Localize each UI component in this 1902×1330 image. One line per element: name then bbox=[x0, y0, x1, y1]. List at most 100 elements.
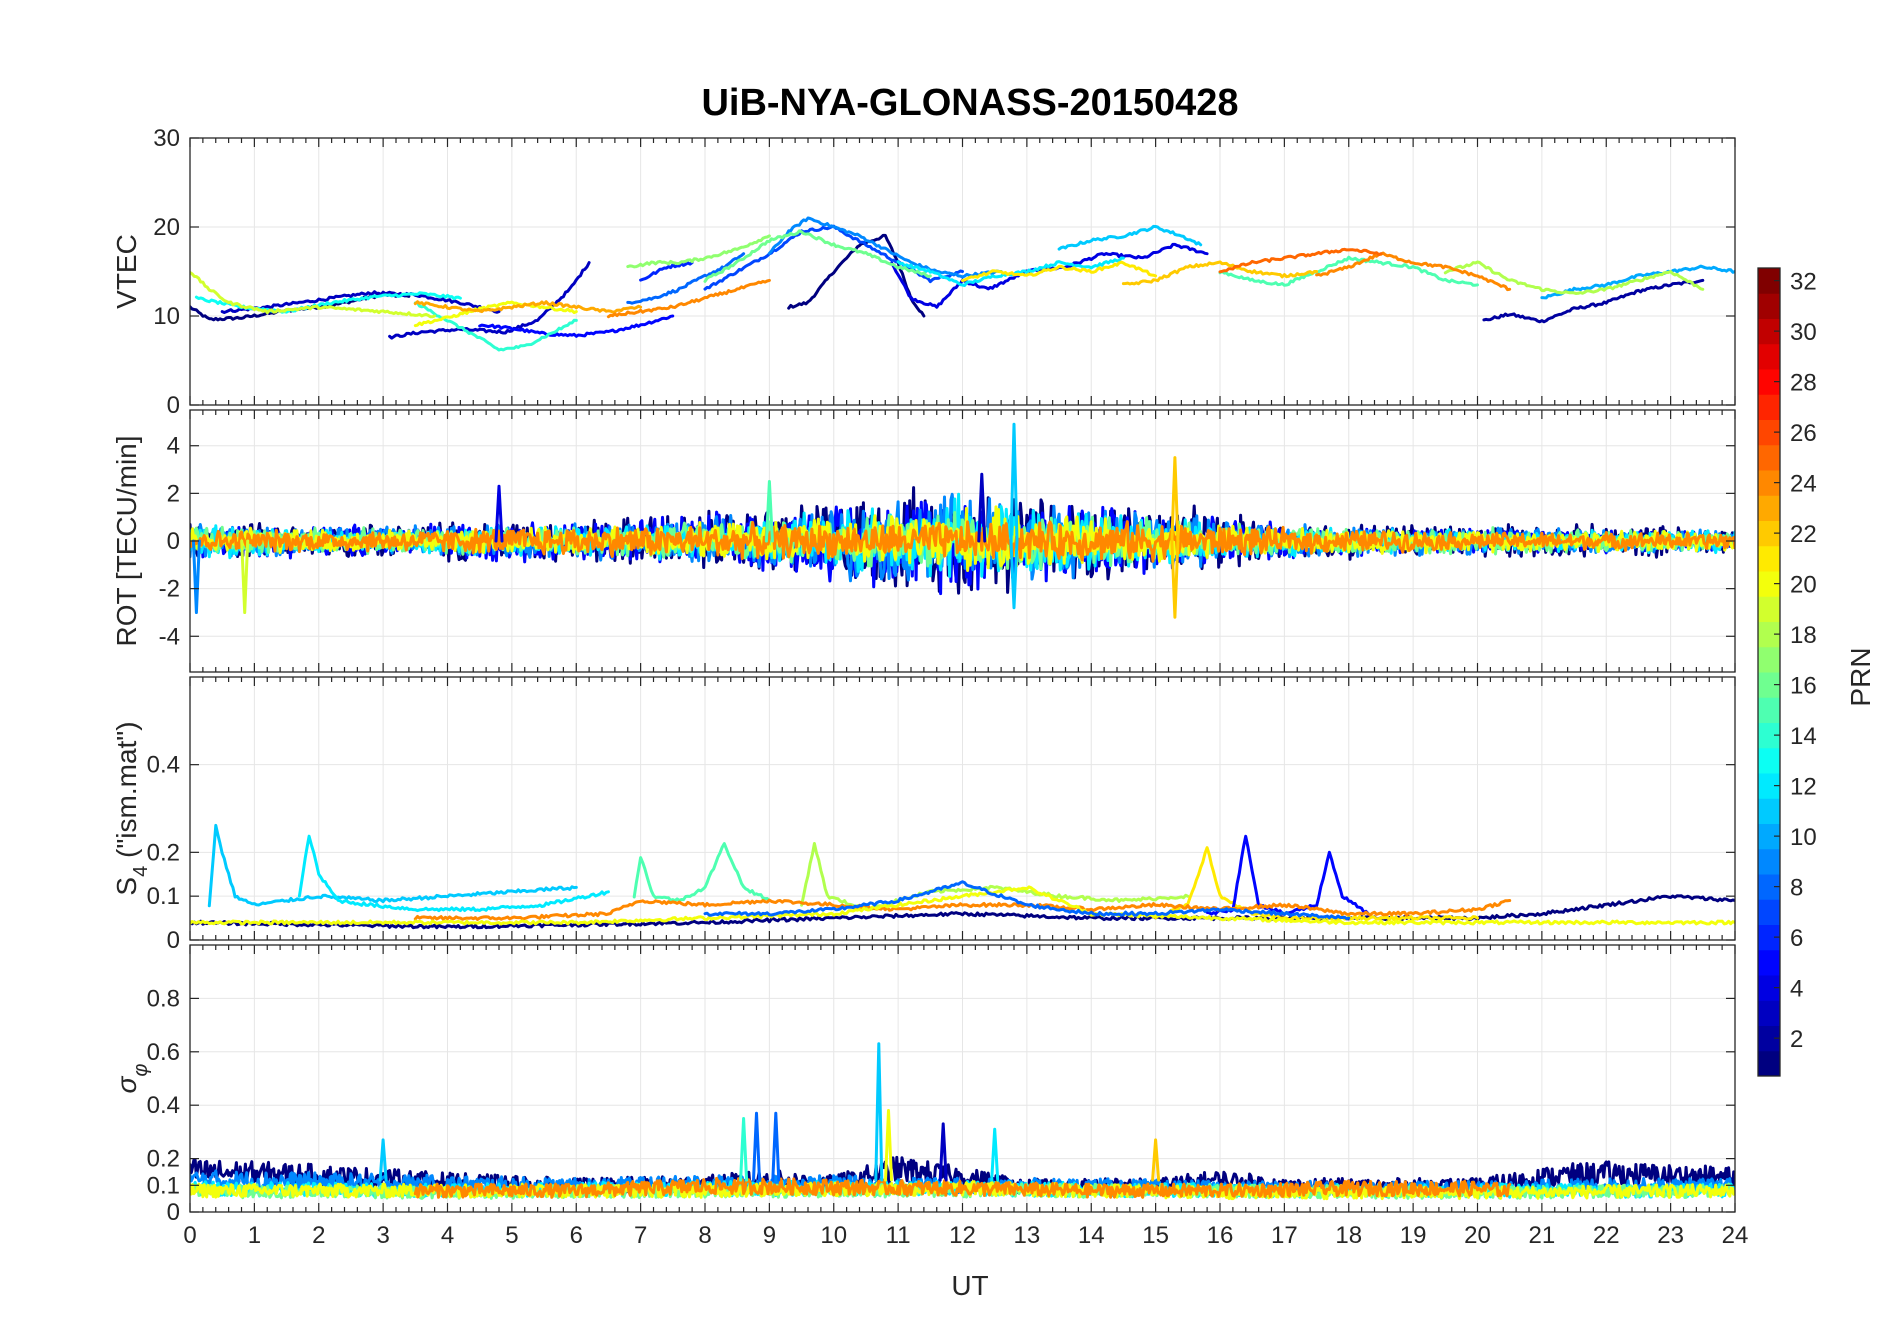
y-axis-label-s4: S4 ("ism.mat") bbox=[111, 721, 152, 895]
x-tick-label: 10 bbox=[820, 1222, 847, 1249]
x-tick-label: 18 bbox=[1335, 1222, 1362, 1249]
x-tick-label: 3 bbox=[376, 1222, 389, 1249]
series-prn-6 bbox=[639, 261, 694, 282]
panel-s4: 0 0.1 0.2 0.4S4 ("ism.mat") bbox=[111, 676, 1736, 954]
colorbar-segment bbox=[1758, 646, 1780, 673]
y-tick-label: 0.2 bbox=[147, 1146, 180, 1173]
colorbar-segment bbox=[1758, 975, 1780, 1001]
colorbar-segment bbox=[1758, 1025, 1780, 1052]
colorbar-segment bbox=[1758, 520, 1780, 547]
x-tick-label: 13 bbox=[1014, 1222, 1041, 1249]
colorbar-segment bbox=[1758, 444, 1780, 471]
spike-prn-22 bbox=[1151, 1138, 1161, 1182]
colorbar-tick-label: 12 bbox=[1790, 774, 1817, 801]
colorbar-segment bbox=[1758, 470, 1780, 496]
panel-data-sigma_phi bbox=[190, 1042, 1735, 1201]
colorbar-segment bbox=[1758, 419, 1780, 446]
series-prn-23 bbox=[413, 300, 643, 314]
series-prn-1 bbox=[787, 233, 926, 318]
colorbar-segment bbox=[1758, 722, 1780, 749]
spike-prn-8 bbox=[752, 1111, 761, 1182]
y-tick-label: 0 bbox=[167, 927, 180, 954]
y-tick-label: 10 bbox=[153, 303, 180, 330]
x-axis-label: UT bbox=[951, 1270, 988, 1301]
x-tick-label: 7 bbox=[634, 1222, 647, 1249]
spike-prn-4 bbox=[494, 484, 504, 543]
spike-prn-8 bbox=[771, 1111, 781, 1182]
series-prn-10 bbox=[1540, 264, 1735, 300]
y-axis-label-rot: ROT [TECU/min] bbox=[111, 435, 142, 646]
spike-prn-22 bbox=[1170, 539, 1180, 619]
y-tick-label: 0.4 bbox=[147, 1092, 180, 1119]
colorbar-segment bbox=[1758, 545, 1780, 572]
series-prn-17 bbox=[626, 234, 771, 269]
colorbar-segment bbox=[1758, 899, 1780, 925]
y-axis-label-main: σ bbox=[111, 1075, 142, 1093]
spike-prn-14 bbox=[739, 1117, 749, 1182]
x-tick-label: 21 bbox=[1529, 1222, 1556, 1249]
chart-title: UiB-NYA-GLONASS-20150428 bbox=[701, 82, 1238, 124]
series-prn-18 bbox=[1443, 260, 1705, 295]
x-tick-label: 11 bbox=[886, 1222, 911, 1249]
x-tick-label: 6 bbox=[570, 1222, 583, 1249]
colorbar-tick-label: 30 bbox=[1790, 319, 1817, 346]
y-axis-label-sub: 4 bbox=[130, 866, 152, 877]
panel-sigma_phi: 00.10.2 0.4 0.6 0.8 σφ bbox=[111, 944, 1736, 1226]
colorbar-tick-label: 24 bbox=[1790, 471, 1817, 498]
spike-prn-11 bbox=[874, 1042, 884, 1182]
series-prn-3 bbox=[388, 261, 591, 340]
spike-prn-9 bbox=[191, 539, 201, 614]
series-prn-5 bbox=[478, 314, 675, 338]
y-axis-label-sub: φ bbox=[130, 1064, 152, 1077]
x-tick-label: 24 bbox=[1722, 1222, 1749, 1249]
x-tick-label: 1 bbox=[248, 1222, 261, 1249]
colorbar-frame bbox=[1757, 267, 1781, 1077]
colorbar-segment bbox=[1758, 949, 1780, 976]
y-tick-label: 2 bbox=[167, 480, 180, 507]
colorbar-segment bbox=[1758, 1000, 1780, 1026]
colorbar-tick-label: 8 bbox=[1790, 875, 1803, 902]
colorbar-segment bbox=[1758, 369, 1780, 395]
colorbar-segment bbox=[1758, 318, 1780, 345]
colorbar-tick-label: 28 bbox=[1790, 370, 1817, 397]
y-tick-label: 0.4 bbox=[147, 752, 180, 779]
colorbar-segment bbox=[1758, 798, 1780, 824]
series-prn-24 bbox=[413, 898, 1512, 921]
x-tick-label: 16 bbox=[1207, 1222, 1234, 1249]
series-prn-2 bbox=[1482, 278, 1705, 324]
colorbar-tick-label: 2 bbox=[1790, 1026, 1803, 1053]
colorbar-segment bbox=[1758, 343, 1780, 370]
series-prn-21 bbox=[1154, 846, 1479, 922]
x-tick-label: 12 bbox=[949, 1222, 976, 1249]
y-axis-label-vtec: VTEC bbox=[111, 234, 142, 309]
spike-prn-22 bbox=[1170, 456, 1180, 543]
colorbar-segment bbox=[1758, 823, 1780, 850]
colorbar-segment bbox=[1758, 394, 1780, 420]
spike-prn-11 bbox=[1009, 539, 1019, 610]
series-prn-11 bbox=[1057, 224, 1203, 251]
x-tick-label: 14 bbox=[1078, 1222, 1105, 1249]
panel-data-vtec bbox=[190, 216, 1735, 352]
y-tick-label: 0.2 bbox=[147, 839, 180, 866]
colorbar-segment bbox=[1758, 924, 1780, 951]
series-prn-21 bbox=[961, 260, 1158, 282]
colorbar-tick-label: 32 bbox=[1790, 269, 1817, 296]
y-tick-label: 0.1 bbox=[147, 883, 180, 910]
series-prn-9 bbox=[767, 216, 1003, 279]
x-tick-label: 20 bbox=[1464, 1222, 1491, 1249]
series-prn-24 bbox=[606, 278, 771, 319]
series-prn-20 bbox=[413, 300, 578, 328]
colorbar-segment bbox=[1758, 672, 1780, 698]
series-prn-22 bbox=[1121, 260, 1319, 286]
colorbar-segment bbox=[1758, 293, 1780, 319]
y-axis-label-sigma_phi: σφ bbox=[111, 1064, 152, 1094]
y-tick-label: 0 bbox=[167, 528, 180, 555]
spike-prn-15 bbox=[764, 480, 774, 543]
y-tick-label: 0.8 bbox=[147, 985, 180, 1012]
colorbar-segment bbox=[1758, 571, 1780, 597]
series-prn-24 bbox=[1315, 251, 1512, 292]
colorbar-tick-label: 26 bbox=[1790, 420, 1817, 447]
